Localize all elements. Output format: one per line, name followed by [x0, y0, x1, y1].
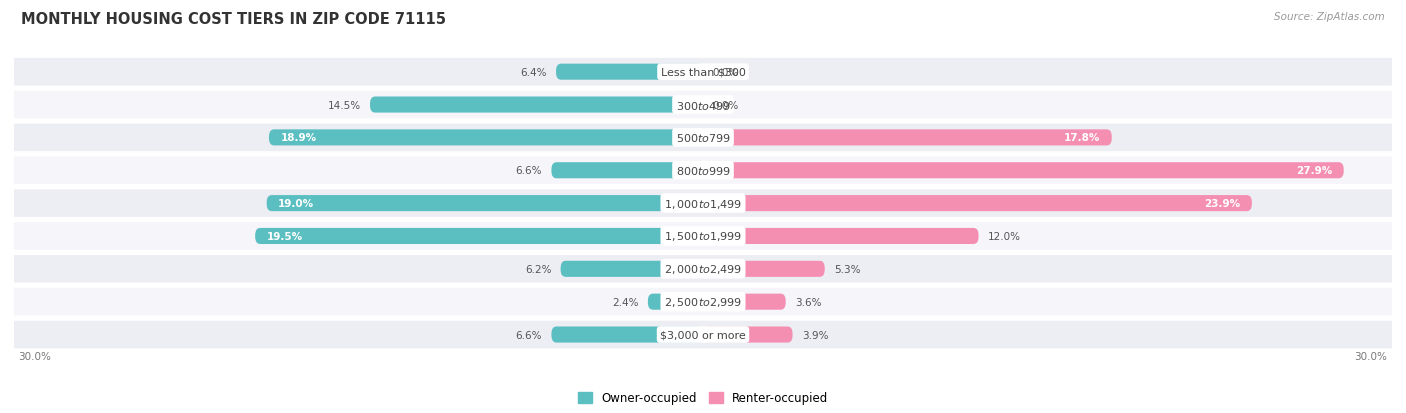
- Text: 30.0%: 30.0%: [18, 351, 52, 361]
- Text: $2,500 to $2,999: $2,500 to $2,999: [664, 295, 742, 309]
- Text: 3.9%: 3.9%: [801, 330, 828, 340]
- FancyBboxPatch shape: [256, 228, 703, 244]
- Text: 2.4%: 2.4%: [612, 297, 638, 307]
- FancyBboxPatch shape: [703, 327, 793, 343]
- Text: 5.3%: 5.3%: [834, 264, 860, 274]
- Text: Less than $300: Less than $300: [661, 67, 745, 78]
- Text: $1,000 to $1,499: $1,000 to $1,499: [664, 197, 742, 210]
- FancyBboxPatch shape: [703, 261, 825, 277]
- FancyBboxPatch shape: [703, 294, 786, 310]
- Text: 0.0%: 0.0%: [713, 67, 738, 78]
- Text: $2,000 to $2,499: $2,000 to $2,499: [664, 263, 742, 275]
- Text: 18.9%: 18.9%: [280, 133, 316, 143]
- FancyBboxPatch shape: [703, 163, 1344, 179]
- FancyBboxPatch shape: [551, 327, 703, 343]
- Text: 6.6%: 6.6%: [516, 166, 543, 176]
- Text: 14.5%: 14.5%: [328, 100, 361, 110]
- FancyBboxPatch shape: [14, 92, 1392, 119]
- FancyBboxPatch shape: [14, 223, 1392, 250]
- Text: MONTHLY HOUSING COST TIERS IN ZIP CODE 71115: MONTHLY HOUSING COST TIERS IN ZIP CODE 7…: [21, 12, 446, 27]
- Text: 17.8%: 17.8%: [1064, 133, 1101, 143]
- FancyBboxPatch shape: [555, 64, 703, 81]
- FancyBboxPatch shape: [703, 228, 979, 244]
- FancyBboxPatch shape: [14, 124, 1392, 152]
- Text: $300 to $499: $300 to $499: [675, 99, 731, 111]
- Text: $800 to $999: $800 to $999: [675, 165, 731, 177]
- FancyBboxPatch shape: [14, 288, 1392, 316]
- FancyBboxPatch shape: [14, 255, 1392, 283]
- Text: 6.6%: 6.6%: [516, 330, 543, 340]
- Text: 27.9%: 27.9%: [1296, 166, 1333, 176]
- Text: $3,000 or more: $3,000 or more: [661, 330, 745, 340]
- Text: 0.0%: 0.0%: [713, 100, 738, 110]
- FancyBboxPatch shape: [269, 130, 703, 146]
- Legend: Owner-occupied, Renter-occupied: Owner-occupied, Renter-occupied: [572, 387, 834, 409]
- FancyBboxPatch shape: [703, 196, 1251, 211]
- FancyBboxPatch shape: [648, 294, 703, 310]
- Text: 6.2%: 6.2%: [524, 264, 551, 274]
- FancyBboxPatch shape: [561, 261, 703, 277]
- Text: 3.6%: 3.6%: [794, 297, 821, 307]
- FancyBboxPatch shape: [14, 321, 1392, 349]
- Text: 23.9%: 23.9%: [1205, 199, 1240, 209]
- Text: 30.0%: 30.0%: [1354, 351, 1388, 361]
- Text: 19.5%: 19.5%: [267, 231, 302, 241]
- Text: 19.0%: 19.0%: [278, 199, 315, 209]
- FancyBboxPatch shape: [370, 97, 703, 113]
- FancyBboxPatch shape: [14, 59, 1392, 86]
- FancyBboxPatch shape: [14, 190, 1392, 217]
- Text: $1,500 to $1,999: $1,500 to $1,999: [664, 230, 742, 243]
- FancyBboxPatch shape: [551, 163, 703, 179]
- Text: 12.0%: 12.0%: [988, 231, 1021, 241]
- Text: Source: ZipAtlas.com: Source: ZipAtlas.com: [1274, 12, 1385, 22]
- Text: $500 to $799: $500 to $799: [675, 132, 731, 144]
- FancyBboxPatch shape: [703, 130, 1112, 146]
- FancyBboxPatch shape: [14, 157, 1392, 185]
- Text: 6.4%: 6.4%: [520, 67, 547, 78]
- FancyBboxPatch shape: [267, 196, 703, 211]
